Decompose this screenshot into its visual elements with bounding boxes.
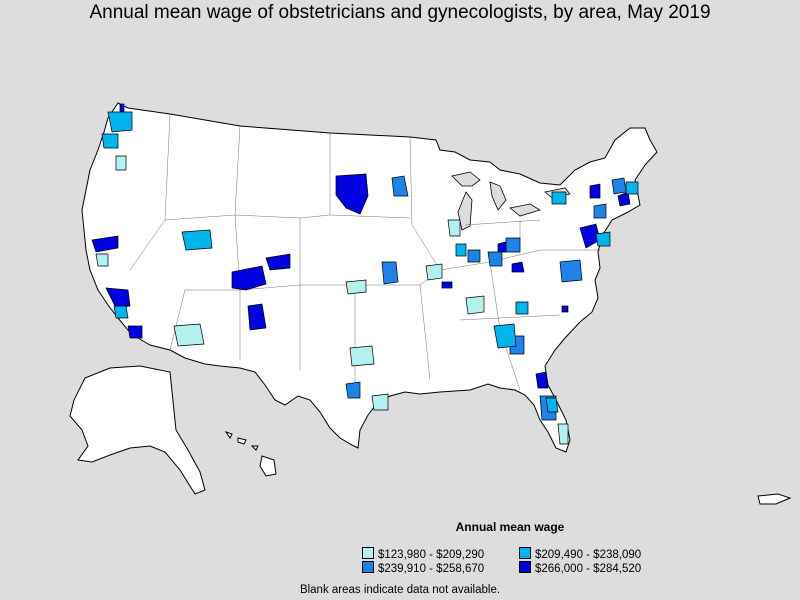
area-top-wage [441, 281, 453, 289]
area-mid-wage [113, 305, 129, 319]
area-low-wage [425, 263, 443, 281]
alaska-shape [69, 365, 206, 495]
state-borders [129, 113, 600, 395]
legend-swatch [519, 561, 531, 573]
area-top-wage [231, 265, 267, 291]
legend-item-high: $239,910 - $258,670 [362, 561, 484, 575]
area-top-wage [589, 183, 601, 199]
legend-label: $239,910 - $258,670 [378, 563, 485, 575]
area-high-wage [611, 177, 627, 195]
puerto-rico-shape [757, 493, 792, 505]
area-top-wage [511, 261, 525, 273]
hawaii-shape [224, 431, 277, 477]
area-top-wage [105, 287, 131, 309]
area-top-wage [617, 191, 631, 207]
great-lakes-shape [451, 171, 571, 231]
footnote: Blank areas indicate data not available. [299, 584, 501, 596]
area-top-wage [561, 305, 569, 313]
area-low-wage [349, 345, 375, 367]
contiguous-us-shape [81, 102, 658, 453]
legend-swatch [362, 547, 374, 559]
area-top-wage [535, 371, 549, 389]
area-high-wage [593, 203, 607, 219]
legend-item-low: $123,980 - $209,290 [362, 547, 484, 561]
area-mid-wage [107, 111, 133, 133]
legend-swatch [362, 561, 374, 573]
legend-item-mid: $209,490 - $238,090 [519, 547, 641, 561]
legend-swatch [519, 547, 531, 559]
area-low-wage [447, 219, 461, 237]
area-mid-wage [493, 323, 517, 349]
area-low-wage [95, 253, 109, 267]
area-high-wage [345, 381, 361, 399]
area-low-wage [557, 423, 569, 445]
area-low-wage [115, 155, 127, 171]
area-high-wage [487, 251, 503, 267]
area-mid-wage [181, 229, 213, 251]
area-top-wage [335, 173, 369, 215]
area-high-wage [505, 237, 521, 253]
legend-item-top: $266,000 - $284,520 [519, 561, 641, 575]
area-mid-wage [551, 191, 567, 205]
area-top-wage [91, 235, 119, 253]
area-mid-wage [101, 133, 119, 149]
area-mid-wage [455, 243, 467, 257]
area-high-wage [467, 249, 481, 263]
area-low-wage [465, 295, 485, 315]
area-high-wage [559, 259, 583, 283]
wage-areas [91, 103, 639, 445]
legend-title: Annual mean wage [455, 520, 565, 534]
area-mid-wage [515, 301, 529, 315]
area-mid-wage [625, 181, 639, 195]
legend-label: $123,980 - $209,290 [378, 549, 485, 561]
area-high-wage [381, 261, 399, 285]
area-top-wage [497, 241, 507, 253]
area-top-wage [127, 325, 143, 339]
area-low-wage [173, 323, 205, 347]
area-mid-wage [595, 231, 611, 247]
map-title: Annual mean wage of obstetricians and gy… [89, 2, 711, 23]
area-top-wage [247, 303, 267, 331]
area-mid-wage [545, 397, 559, 413]
area-top-wage [265, 253, 291, 271]
legend-label: $266,000 - $284,520 [535, 563, 642, 575]
area-high-wage [391, 175, 409, 197]
area-low-wage [371, 393, 389, 411]
area-low-wage [345, 279, 367, 295]
legend-label: $209,490 - $238,090 [535, 549, 642, 561]
